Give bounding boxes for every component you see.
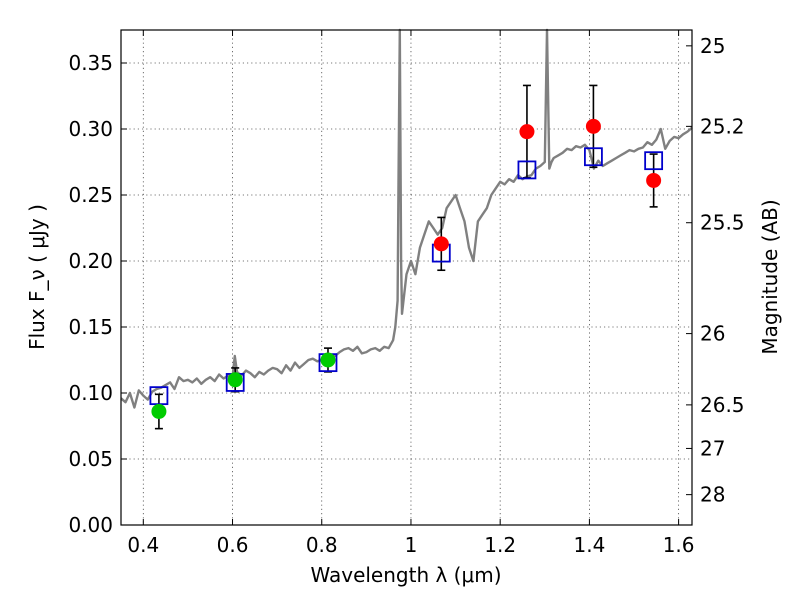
y-tick-label: 0.20 <box>68 249 113 273</box>
model-square-marker <box>644 151 664 171</box>
data-points <box>149 84 664 430</box>
x-tick-label: 1.4 <box>573 533 605 557</box>
x-tick-label: 0.8 <box>306 533 338 557</box>
x-tick-label: 0.4 <box>127 533 159 557</box>
y-axis-title: Flux F_ν ( μJy ) <box>25 204 49 350</box>
model-square-marker <box>517 160 537 180</box>
y2-tick-label: 26.5 <box>700 393 745 417</box>
x-tick-label: 0.6 <box>217 533 249 557</box>
y-tick-label: 0.30 <box>68 117 113 141</box>
axis-ticks: 0.4 0.6 0.8 1 1.2 1.4 1.6 0.00 0.05 0.10 0.15 0.20 0… <box>68 30 745 557</box>
x-tick-label: 1.2 <box>484 533 516 557</box>
y-tick-label: 0.35 <box>68 51 113 75</box>
y2-tick-label: 27 <box>700 436 725 460</box>
y2-axis-title: Magnitude (AB) <box>758 199 782 354</box>
green-data-point <box>151 403 167 419</box>
x-tick-label: 1 <box>405 533 418 557</box>
red-data-point <box>519 124 535 140</box>
y2-tick-label: 25.5 <box>700 211 745 235</box>
x-tick-label: 1.6 <box>663 533 695 557</box>
y2-tick-label: 25 <box>700 34 725 58</box>
y-tick-label: 0.25 <box>68 183 113 207</box>
y-tick-label: 0.10 <box>68 381 113 405</box>
red-data-point <box>646 172 662 188</box>
model-square-marker <box>584 147 603 167</box>
y2-tick-label: 28 <box>700 483 725 507</box>
green-data-point <box>227 372 243 388</box>
y2-tick-label: 25.2 <box>700 114 745 138</box>
y-tick-label: 0.05 <box>68 447 113 471</box>
model-spectrum-line <box>120 28 693 409</box>
y-tick-label: 0.15 <box>68 315 113 339</box>
y-tick-label: 0.00 <box>68 513 113 537</box>
grid-lines <box>121 30 692 526</box>
plot-frame <box>120 29 693 526</box>
red-data-point <box>433 236 449 252</box>
red-data-point <box>585 118 601 134</box>
green-data-point <box>320 352 336 368</box>
y2-tick-label: 26 <box>700 322 725 346</box>
x-axis-title: Wavelength λ (μm) <box>310 563 501 587</box>
